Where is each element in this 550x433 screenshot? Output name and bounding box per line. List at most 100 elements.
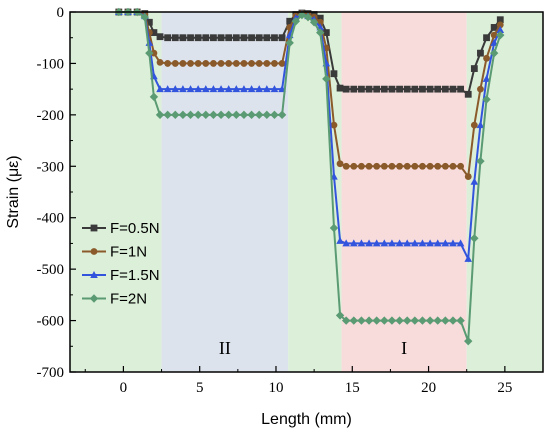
data-point [239, 110, 249, 120]
data-point [395, 239, 404, 247]
data-point [464, 173, 472, 180]
data-point [425, 316, 435, 325]
data-point [247, 110, 256, 120]
tick-labels: 0 5 10 15 20 25 0 -100 -200 -300 -400 -500 -600 -700 [37, 5, 513, 396]
data-point [255, 110, 264, 120]
data-point [202, 34, 210, 42]
data-point [263, 60, 271, 67]
data-point [456, 239, 465, 247]
data-point [342, 162, 350, 170]
data-point [403, 162, 411, 170]
y-axis-title: Strain (με) [5, 155, 22, 228]
data-point [448, 316, 458, 325]
data-point [210, 60, 217, 67]
data-point [482, 74, 491, 82]
data-point [396, 85, 403, 93]
data-point [225, 60, 233, 67]
data-point [490, 31, 498, 39]
data-point [357, 239, 366, 247]
data-point [232, 60, 240, 67]
data-point [433, 316, 442, 325]
data-point [316, 14, 324, 22]
legend-label: F=2N [110, 291, 147, 308]
region-band [161, 12, 289, 372]
data-point [336, 160, 344, 168]
data-point [464, 90, 472, 98]
data-point [449, 85, 457, 93]
data-point [140, 12, 149, 22]
data-point [470, 65, 478, 72]
data-point [441, 85, 449, 93]
data-point [156, 59, 164, 66]
data-point [209, 110, 218, 120]
data-point [171, 85, 180, 93]
data-point [457, 85, 465, 93]
data-point [403, 239, 412, 247]
data-point [464, 336, 473, 346]
series-group [114, 7, 505, 346]
plot-frame [69, 11, 544, 373]
data-point [403, 85, 411, 93]
data-point [187, 34, 194, 42]
data-point [496, 30, 505, 40]
data-point [418, 239, 427, 247]
data-point [163, 110, 172, 120]
data-point [411, 239, 419, 247]
data-point [476, 156, 485, 166]
data-point [380, 316, 389, 325]
legend-label: F=0.5N [110, 220, 160, 237]
data-point [194, 60, 202, 67]
data-point [418, 316, 427, 325]
data-point [470, 234, 479, 243]
data-point [224, 110, 233, 120]
data-point [357, 316, 366, 325]
data-point [441, 162, 449, 170]
y-tick-label: -300 [37, 159, 65, 175]
data-point [179, 60, 187, 67]
data-point [470, 121, 478, 129]
data-point [291, 17, 301, 26]
data-point [496, 16, 504, 24]
data-point [470, 177, 479, 185]
y-tick-label: 0 [57, 5, 65, 21]
data-point [171, 34, 179, 42]
data-point [322, 74, 331, 84]
data-point [270, 110, 279, 120]
data-point [449, 162, 457, 170]
data-point [194, 34, 202, 42]
data-point [433, 239, 442, 247]
data-point [224, 85, 233, 93]
data-point [217, 85, 225, 93]
data-point [349, 316, 358, 325]
data-point [171, 60, 179, 67]
data-point [150, 29, 158, 36]
data-point [278, 34, 286, 42]
data-point [426, 239, 434, 247]
region-label: II [219, 338, 231, 358]
series-F=2N [114, 7, 505, 346]
data-point [178, 110, 188, 120]
data-point [426, 162, 434, 170]
data-point [342, 85, 350, 93]
data-point [336, 236, 344, 244]
data-point [434, 162, 442, 170]
data-point [434, 85, 442, 93]
region-band [341, 12, 467, 372]
data-point [403, 316, 412, 325]
data-point [225, 34, 233, 42]
legend-item: F=1N [82, 244, 147, 261]
data-point [336, 84, 344, 92]
data-point [232, 34, 240, 42]
data-point [255, 85, 263, 93]
data-point [201, 85, 210, 93]
data-point [255, 34, 263, 42]
x-tick-label: 15 [345, 380, 360, 396]
data-point [248, 60, 255, 67]
data-point [457, 162, 465, 170]
x-tick-label: 5 [196, 380, 204, 396]
data-point [89, 294, 99, 303]
data-point [271, 34, 278, 42]
data-point [163, 85, 172, 93]
data-point [365, 85, 373, 93]
